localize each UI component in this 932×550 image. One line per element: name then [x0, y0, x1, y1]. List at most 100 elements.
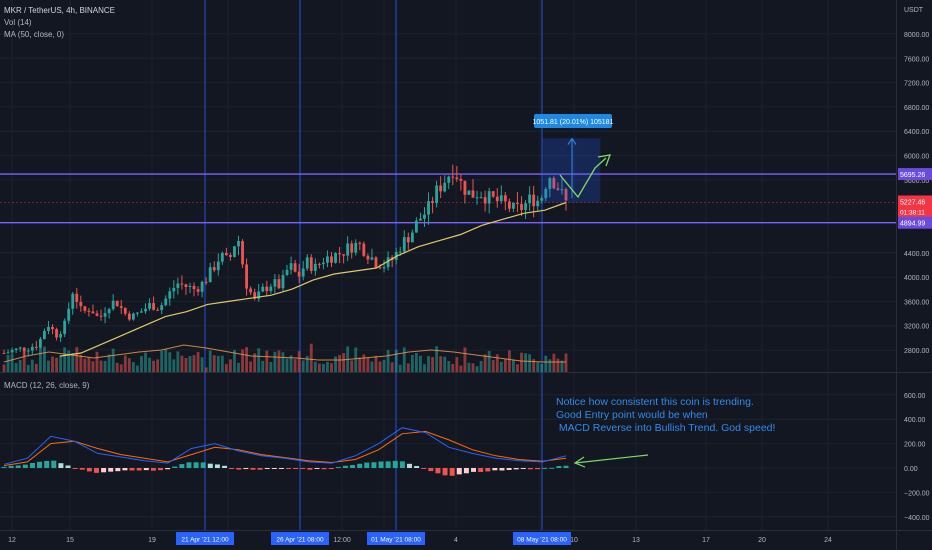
candle	[313, 263, 317, 271]
volume-bar	[18, 360, 22, 372]
volume-bar	[6, 354, 10, 372]
volume-indicator-label: Vol (14)	[4, 18, 32, 27]
volume-bar	[123, 355, 127, 372]
volume-bar	[67, 350, 71, 372]
volume-bar	[83, 358, 87, 372]
macd-histogram-bar	[335, 467, 341, 469]
candle	[123, 307, 127, 314]
measure-arrow-head	[567, 137, 577, 145]
volume-bars	[2, 343, 568, 372]
signal-line	[3, 430, 567, 467]
candle	[140, 311, 143, 313]
candle	[516, 202, 519, 204]
macd-histogram-bar	[165, 468, 171, 470]
candle	[435, 185, 439, 204]
macd-histogram-bar	[471, 468, 477, 472]
price-tick-label: 7600.00	[904, 56, 929, 63]
candle	[107, 309, 111, 314]
candle	[281, 274, 285, 289]
candle	[172, 288, 176, 292]
volume-bar	[330, 363, 333, 372]
candle	[208, 267, 212, 283]
date-markers[interactable]	[204, 0, 543, 530]
macd-histogram-bar	[93, 468, 99, 473]
volume-bar	[321, 363, 325, 372]
macd-histogram-bar	[250, 468, 256, 470]
price-tick-label: 3600.00	[904, 299, 929, 306]
macd-histogram-bar	[65, 465, 71, 468]
candle	[471, 190, 475, 198]
volume-bar	[188, 356, 192, 372]
overlays[interactable]: 1051.81 (20.01%) 105181	[59, 114, 614, 357]
volume-bar	[354, 347, 358, 372]
macd-line	[3, 427, 567, 465]
candle	[459, 178, 463, 181]
macd-histogram-bar	[115, 468, 121, 472]
date-label-bg-3	[367, 532, 425, 545]
volume-bar	[127, 358, 131, 372]
candle	[532, 194, 536, 207]
ma50-line	[59, 201, 567, 357]
candle	[326, 256, 329, 263]
time-tick-label: 15	[66, 537, 74, 544]
candle	[22, 347, 26, 351]
candle	[136, 312, 139, 314]
volume-bar	[224, 364, 228, 372]
price-tick-label: 7200.00	[904, 81, 929, 88]
macd-tick-label: 0.00	[904, 466, 918, 473]
macd-histogram-bar	[542, 467, 548, 469]
volume-bar	[560, 360, 564, 372]
candle	[487, 191, 491, 204]
volume-bar	[516, 364, 519, 372]
macd-histogram-bar	[421, 468, 427, 469]
volume-bar	[544, 355, 548, 372]
macd-histogram-bar	[207, 463, 213, 468]
macd-tick-label: 600.00	[904, 393, 926, 400]
volume-bar	[281, 352, 285, 372]
candle	[321, 262, 325, 265]
candle	[548, 178, 552, 189]
volume-bar	[38, 347, 42, 372]
candle	[127, 313, 131, 320]
volume-bar	[548, 359, 552, 372]
volume-bar	[233, 349, 236, 372]
volume-bar	[136, 365, 139, 372]
price-tick-label: 3200.00	[904, 324, 929, 331]
time-tick-label: 13	[632, 537, 640, 544]
candle	[524, 203, 527, 211]
macd-histogram-bar	[321, 468, 327, 470]
candle	[475, 197, 479, 199]
macd-histogram-bar	[15, 465, 21, 468]
horizontal-levels[interactable]	[0, 173, 896, 224]
macd-histogram-bar	[1, 466, 7, 468]
macd-histogram-bar	[122, 468, 128, 471]
macd-tick-label: 200.00	[904, 442, 926, 449]
volume-bar	[483, 354, 487, 372]
volume-bar	[212, 355, 216, 372]
volume-bar	[419, 355, 422, 372]
macd-histogram-bar	[72, 468, 78, 469]
volume-bar	[99, 360, 103, 372]
candle	[220, 252, 224, 262]
macd-histogram-bar	[328, 468, 334, 470]
price-tick-label: 4000.00	[904, 275, 929, 282]
volume-bar	[245, 347, 249, 372]
projection-arrow	[559, 157, 607, 199]
macd-histogram-bar	[86, 468, 92, 472]
volume-bar	[423, 364, 426, 372]
candle	[119, 306, 123, 308]
price-tick-label: 2800.00	[904, 348, 929, 355]
candle	[253, 292, 257, 299]
candle	[131, 313, 135, 320]
volume-bar	[524, 353, 527, 372]
volume-bar	[237, 362, 240, 372]
candle	[338, 253, 341, 255]
candle	[499, 195, 503, 202]
volume-bar	[103, 360, 107, 372]
candle	[168, 291, 172, 299]
volume-bar	[439, 356, 443, 372]
volume-bar	[265, 350, 269, 372]
candle	[83, 306, 87, 311]
price-tick-label: 6800.00	[904, 105, 929, 112]
